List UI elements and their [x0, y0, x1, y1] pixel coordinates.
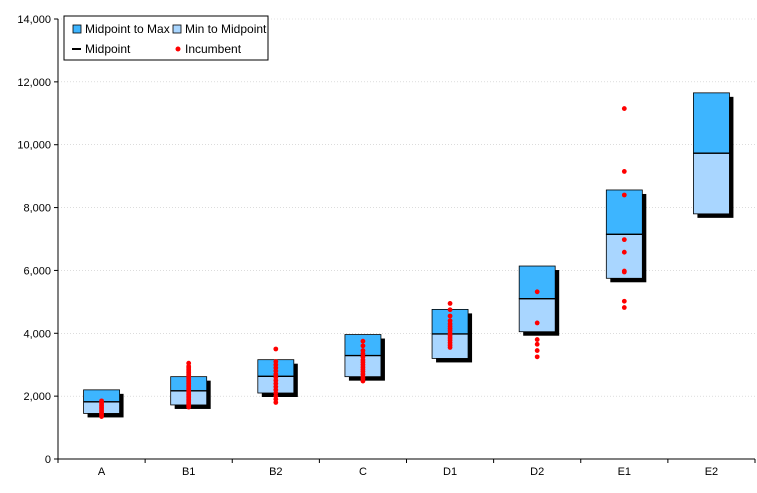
x-tick-label-e1: E1: [618, 466, 631, 478]
y-tick-label: 2,000: [23, 391, 51, 403]
x-tick-label-d1: D1: [443, 466, 457, 478]
incumbent-point-d2: [534, 289, 540, 295]
y-tick-label: 12,000: [17, 77, 51, 89]
incumbent-point-c: [360, 348, 366, 353]
incumbent-point-e1: [621, 305, 627, 310]
legend: Midpoint to Max Min to Midpoint Midpoint…: [63, 15, 269, 61]
x-tick-label-e2: E2: [705, 466, 718, 478]
y-tick-label: 4,000: [23, 328, 51, 340]
legend-label-midpoint: Midpoint: [85, 42, 131, 56]
incumbent-point-d2: [534, 348, 540, 353]
incumbent-point-e1: [621, 192, 627, 198]
incumbent-point-e1: [621, 268, 627, 274]
legend-swatch-min-to-midpoint: [172, 24, 182, 34]
legend-swatch-incumbent: [175, 46, 181, 52]
bars: [83, 92, 734, 418]
x-tick-label-b1: B1: [182, 466, 195, 478]
gridlines: [58, 18, 755, 397]
bar-min-to-midpoint-d2: [518, 298, 556, 333]
incumbent-point-d1: [447, 301, 453, 306]
legend-label-incumbent: Incumbent: [185, 42, 242, 56]
x-tick-label-c: C: [359, 466, 367, 478]
x-tick-label-a: A: [98, 466, 106, 478]
incumbent-point-e1: [621, 169, 627, 174]
incumbent-point-e1: [621, 298, 627, 304]
y-tick-label: 6,000: [23, 265, 51, 277]
incumbent-point-e1: [621, 106, 627, 111]
incumbent-point-d1: [447, 307, 453, 313]
legend-box: [63, 15, 269, 61]
y-tick-label: 10,000: [17, 140, 51, 152]
legend-swatch-midpoint-to-max: [72, 24, 82, 34]
incumbent-point-b2: [273, 359, 279, 364]
incumbent-point-d2: [534, 354, 540, 360]
y-tick-label: 8,000: [23, 203, 51, 215]
x-axis: A B1 B2 C D1 D2 E1 E2: [57, 458, 756, 478]
incumbent-point-d1: [447, 313, 453, 319]
bar-midpoint-to-max-e2: [693, 92, 730, 154]
incumbent-point-b1: [186, 360, 192, 366]
incumbent-point-b2: [273, 346, 279, 352]
y-tick-label: 14,000: [17, 14, 51, 26]
incumbent-point-d1: [447, 318, 453, 324]
legend-label-min-to-midpoint: Min to Midpoint: [185, 22, 267, 36]
legend-label-midpoint-to-max: Midpoint to Max: [85, 22, 170, 36]
bar-min-to-midpoint-e2: [693, 152, 730, 215]
incumbent-point-d2: [534, 337, 540, 342]
x-tick-label-b2: B2: [269, 466, 282, 478]
incumbent-point-d2: [534, 320, 540, 326]
incumbent-point-e1: [621, 249, 627, 255]
y-tick-label: 0: [45, 454, 51, 466]
incumbent-point-d2: [534, 341, 540, 347]
x-tick-label-d2: D2: [530, 466, 544, 478]
incumbent-points: [99, 106, 627, 419]
y-axis: 0 2,000 4,000 6,000 8,000 10,000 12,000 14,000: [17, 14, 59, 466]
incumbent-point-a: [99, 398, 104, 404]
incumbent-point-e1: [621, 237, 627, 243]
incumbent-point-c: [360, 343, 366, 349]
incumbent-point-c: [360, 338, 366, 344]
